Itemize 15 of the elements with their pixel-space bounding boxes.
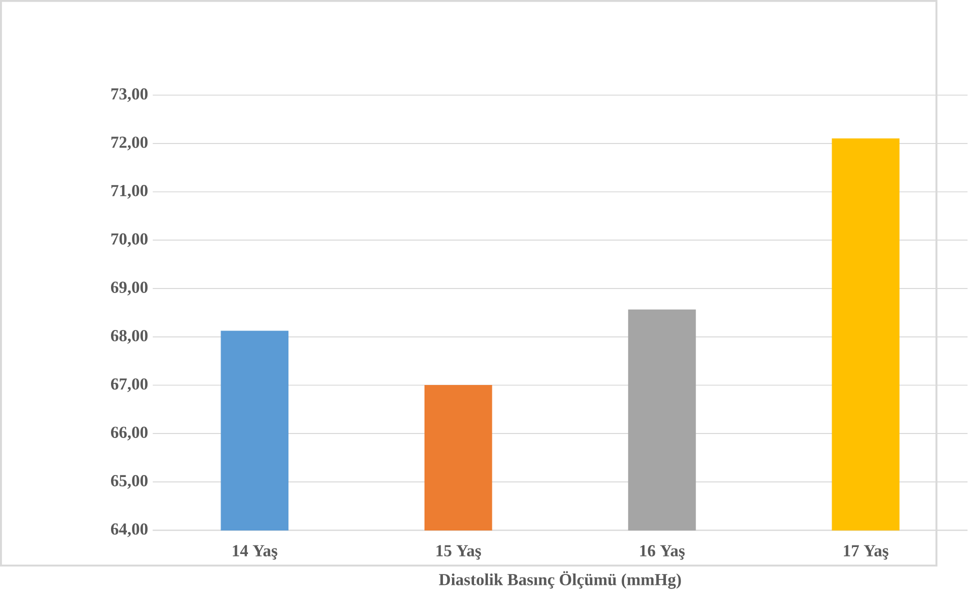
x-axis-title: Diastolik Basınç Ölçümü (mmHg) <box>438 571 681 589</box>
y-tick-label: 70,00 <box>111 233 148 247</box>
y-tick-label: 66,00 <box>111 426 148 440</box>
x-tick-label: 15 Yaş <box>436 545 481 560</box>
y-tick-label: 67,00 <box>111 378 148 392</box>
y-tick-label: 65,00 <box>111 474 148 489</box>
y-tick-label: 68,00 <box>111 330 148 344</box>
x-tick-label: 17 Yaş <box>844 545 888 560</box>
y-tick-label: 69,00 <box>111 282 148 296</box>
y-tick-label: 72,00 <box>111 136 148 150</box>
y-tick-label: 71,00 <box>111 184 148 199</box>
y-tick-label: 73,00 <box>111 88 148 102</box>
x-tick-label: 14 Yaş <box>232 545 278 560</box>
x-tick-label: 16 Yaş <box>640 545 685 560</box>
y-tick-label: 64,00 <box>111 523 148 538</box>
